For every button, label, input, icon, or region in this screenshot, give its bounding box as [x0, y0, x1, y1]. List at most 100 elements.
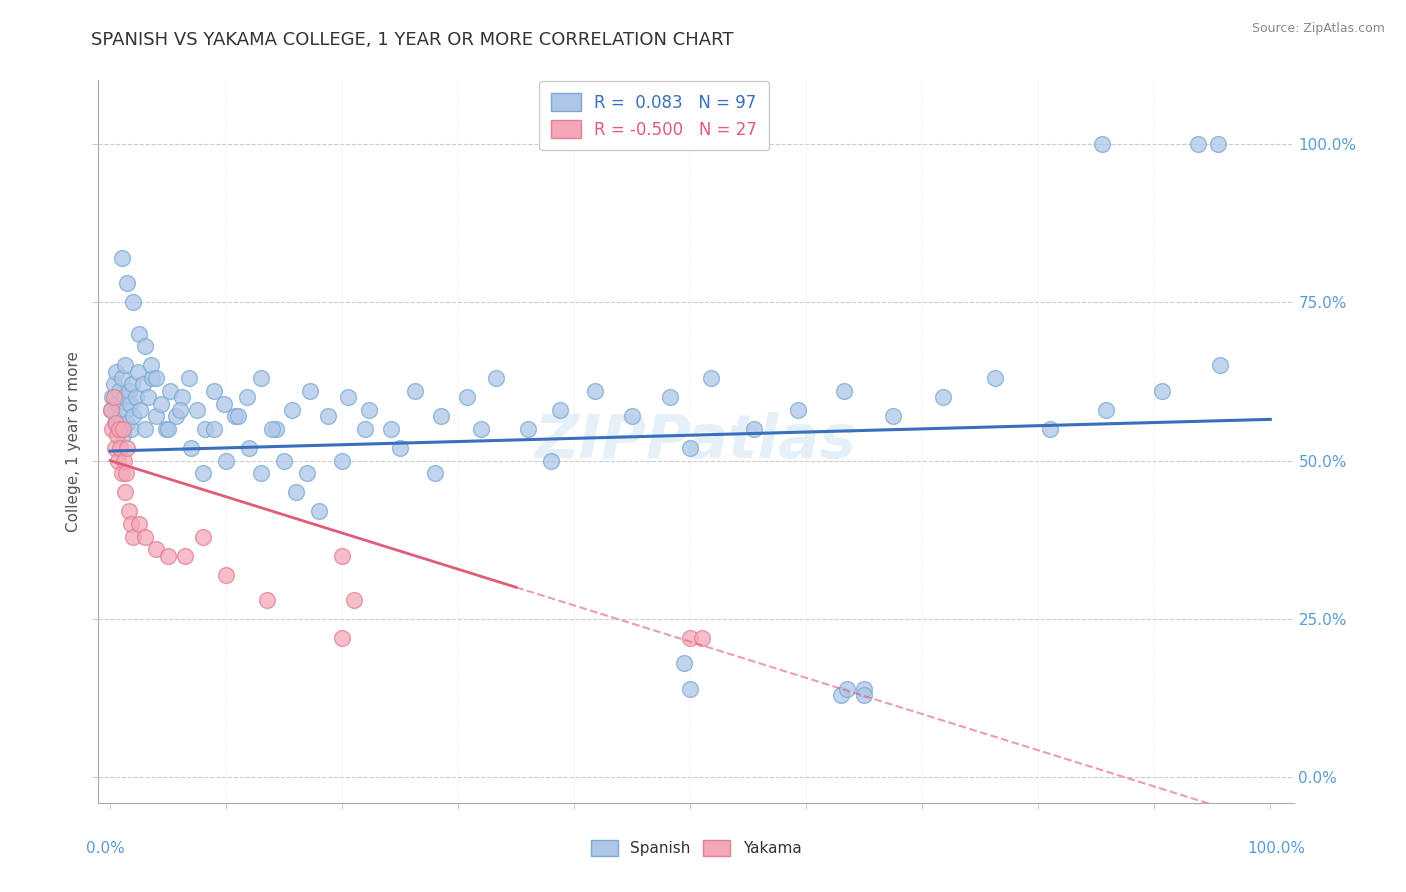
Point: [108, 422, 131, 436]
Point: [117, 504, 139, 518]
Point: [204, 384, 226, 398]
Point: [118, 396, 141, 410]
Point: [134, 530, 156, 544]
Point: [470, 422, 492, 436]
Point: [284, 485, 307, 500]
Point: [177, 371, 200, 385]
Point: [404, 384, 426, 398]
Point: [122, 295, 145, 310]
Point: [145, 371, 167, 385]
Point: [139, 359, 162, 373]
Point: [354, 422, 377, 436]
Point: [115, 467, 138, 481]
Point: [150, 396, 173, 410]
Point: [121, 377, 143, 392]
Point: [1094, 402, 1116, 417]
Point: [308, 504, 330, 518]
Point: [110, 409, 132, 424]
Point: [236, 390, 259, 404]
Point: [853, 688, 876, 702]
Point: [830, 688, 852, 702]
Point: [127, 365, 149, 379]
Point: [834, 384, 856, 398]
Text: SPANISH VS YAKAMA COLLEGE, 1 YEAR OR MORE CORRELATION CHART: SPANISH VS YAKAMA COLLEGE, 1 YEAR OR MOR…: [91, 31, 734, 49]
Point: [186, 402, 208, 417]
Point: [882, 409, 904, 424]
Point: [516, 422, 538, 436]
Point: [111, 428, 134, 442]
Point: [485, 371, 508, 385]
Point: [104, 416, 127, 430]
Point: [145, 409, 167, 424]
Point: [117, 416, 139, 430]
Point: [117, 276, 139, 290]
Point: [104, 416, 127, 430]
Point: [112, 453, 135, 467]
Point: [264, 422, 287, 436]
Point: [212, 396, 235, 410]
Point: [679, 681, 702, 696]
Point: [141, 371, 163, 385]
Point: [108, 384, 131, 398]
Point: [169, 402, 191, 417]
Point: [1206, 136, 1229, 151]
Point: [107, 422, 129, 436]
Point: [262, 422, 284, 436]
Point: [174, 549, 197, 563]
Point: [105, 396, 128, 410]
Point: [129, 402, 152, 417]
Point: [103, 390, 125, 404]
Point: [101, 390, 124, 404]
Point: [853, 681, 876, 696]
Point: [215, 567, 238, 582]
Point: [134, 339, 156, 353]
Point: [191, 467, 214, 481]
Point: [330, 453, 353, 467]
Point: [114, 485, 136, 500]
Point: [204, 422, 226, 436]
Point: [583, 384, 606, 398]
Point: [1091, 136, 1114, 151]
Point: [679, 631, 702, 645]
Point: [120, 422, 142, 436]
Point: [114, 359, 136, 373]
Point: [122, 409, 145, 424]
Point: [238, 441, 260, 455]
Point: [194, 422, 217, 436]
Point: [104, 365, 127, 379]
Point: [112, 390, 135, 404]
Point: [115, 402, 138, 417]
Point: [124, 390, 146, 404]
Text: Source: ZipAtlas.com: Source: ZipAtlas.com: [1251, 22, 1385, 36]
Point: [316, 409, 339, 424]
Point: [984, 371, 1007, 385]
Point: [120, 516, 142, 531]
Point: [136, 390, 159, 404]
Text: ZIPPatlas: ZIPPatlas: [536, 412, 856, 471]
Point: [122, 530, 145, 544]
Point: [180, 441, 202, 455]
Point: [429, 409, 451, 424]
Legend: Spanish, Yakama: Spanish, Yakama: [583, 832, 808, 863]
Point: [659, 390, 682, 404]
Point: [250, 467, 273, 481]
Point: [117, 384, 139, 398]
Point: [1039, 422, 1062, 436]
Y-axis label: College, 1 year or more: College, 1 year or more: [66, 351, 82, 532]
Point: [297, 467, 319, 481]
Point: [105, 428, 128, 442]
Point: [111, 251, 134, 265]
Point: [250, 371, 273, 385]
Point: [690, 631, 713, 645]
Point: [155, 422, 177, 436]
Point: [224, 409, 246, 424]
Point: [679, 441, 702, 455]
Point: [117, 441, 139, 455]
Point: [165, 409, 187, 424]
Point: [336, 390, 359, 404]
Point: [621, 409, 644, 424]
Point: [191, 530, 214, 544]
Point: [742, 422, 765, 436]
Point: [343, 593, 366, 607]
Point: [170, 390, 193, 404]
